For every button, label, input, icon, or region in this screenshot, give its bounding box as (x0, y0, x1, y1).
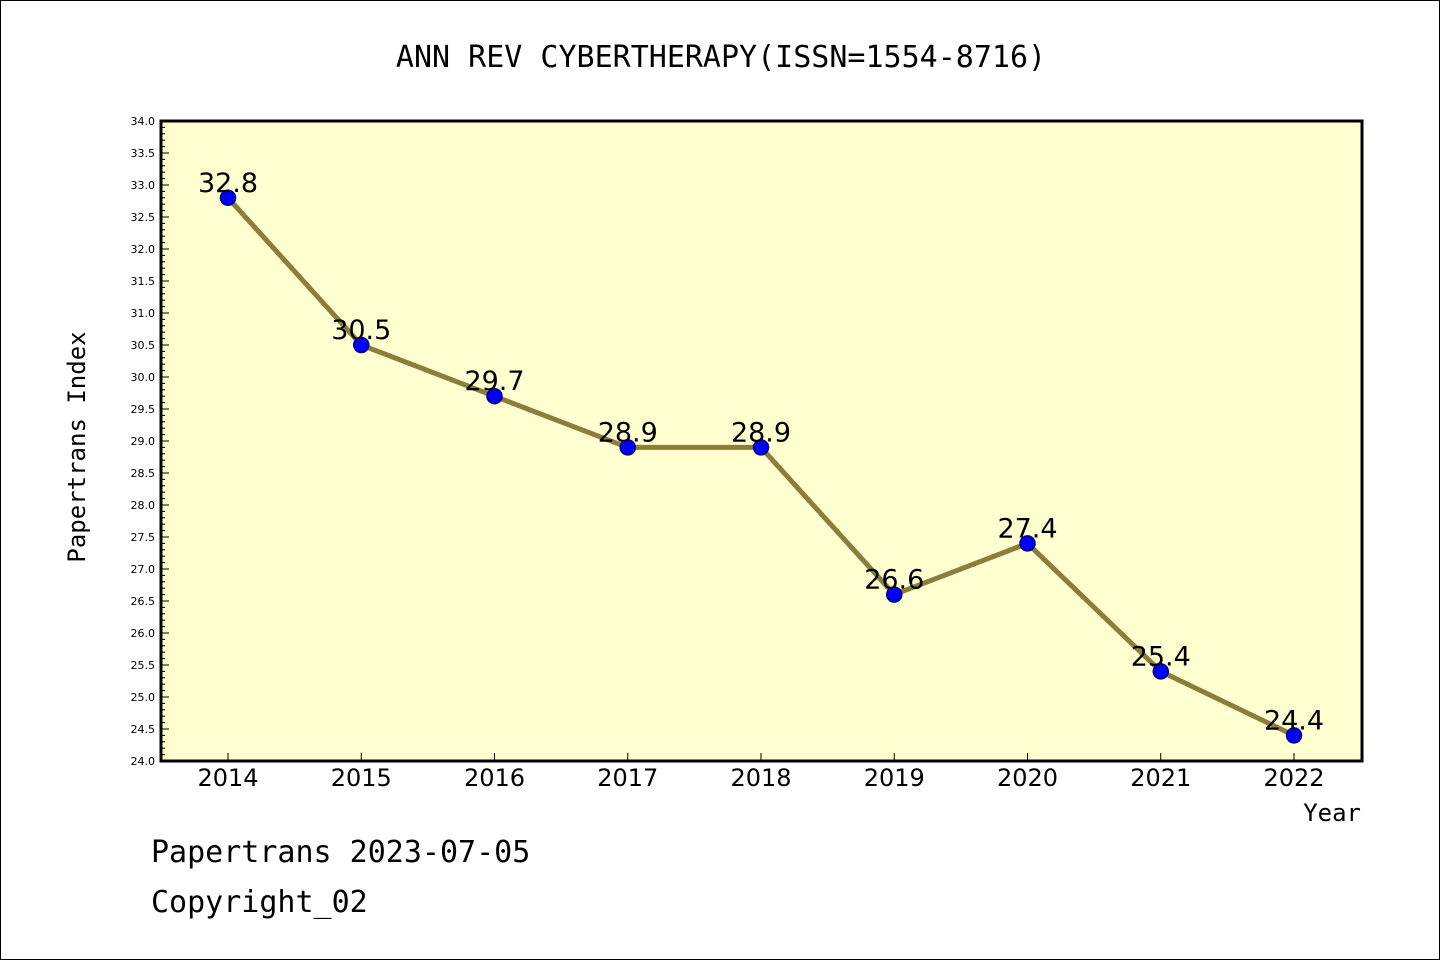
x-tick-label: 2019 (864, 764, 925, 792)
data-point (1285, 727, 1303, 744)
footer-date: Papertrans 2023-07-05 (151, 835, 531, 870)
x-tick-label: 2017 (597, 764, 658, 792)
x-tick-label: 2015 (331, 764, 392, 792)
x-axis: 2014 2015 2016 2017 2018 2019 2020 2021 2022 (197, 753, 1325, 792)
y-tick-label: 26.5 (131, 595, 156, 608)
data-label: 26.6 (864, 565, 924, 596)
data-point (353, 336, 370, 354)
footer-copyright: Copyright_02 (151, 885, 368, 920)
data-label: 25.4 (1131, 641, 1191, 672)
data-label: 32.8 (198, 168, 258, 199)
x-axis-label: Year (1303, 799, 1361, 827)
y-tick-label: 33.5 (131, 147, 156, 160)
data-point (486, 387, 503, 405)
data-point (1019, 535, 1036, 552)
data-label: 28.9 (731, 417, 791, 448)
y-tick-label: 25.5 (131, 659, 156, 672)
y-tick-label: 31.0 (131, 307, 156, 320)
y-tick-label: 32.0 (131, 243, 156, 256)
series-group: 32.8 30.5 29.7 28.9 28.9 26.6 27.4 25.4 24.4 (198, 168, 1324, 744)
data-point (619, 439, 636, 456)
data-point (752, 439, 770, 456)
y-tick-label: 32.5 (131, 211, 156, 224)
y-tick-label: 25.0 (131, 691, 156, 704)
data-point (886, 586, 903, 603)
y-tick-label: 28.0 (131, 499, 156, 512)
y-axis: 24.0 24.5 25.0 25.5 26.0 26.5 27.0 27.5 28.0 28.5… (131, 115, 169, 768)
data-label: 29.7 (464, 366, 524, 397)
data-label: 28.9 (598, 417, 658, 448)
x-tick-label: 2020 (997, 764, 1058, 792)
data-point (219, 189, 237, 207)
y-tick-label: 26.0 (131, 627, 156, 640)
x-tick-label: 2022 (1263, 764, 1324, 792)
y-tick-label: 27.0 (131, 563, 156, 576)
chart-title: ANN REV CYBERTHERAPY(ISSN=1554-8716) (396, 40, 1046, 75)
y-tick-label: 24.0 (131, 755, 156, 768)
y-tick-label: 29.5 (131, 403, 156, 416)
y-tick-label: 30.5 (131, 339, 156, 352)
y-axis-label: Papertrans Index (63, 331, 91, 562)
y-tick-label: 27.5 (131, 531, 156, 544)
y-tick-label: 28.5 (131, 467, 156, 480)
x-tick-label: 2014 (197, 764, 258, 792)
y-tick-label: 29.0 (131, 435, 156, 448)
plot-border (159, 119, 1364, 763)
x-tick-label: 2016 (464, 764, 525, 792)
data-label: 24.4 (1264, 705, 1324, 736)
y-tick-label: 30.0 (131, 371, 156, 384)
y-tick-label: 34.0 (131, 115, 156, 128)
x-tick-label: 2021 (1130, 764, 1191, 792)
data-label: 27.4 (997, 513, 1057, 544)
y-tick-label: 33.0 (131, 179, 156, 192)
y-tick-label: 31.5 (131, 275, 156, 288)
data-point (1152, 663, 1169, 680)
data-label: 30.5 (331, 315, 391, 346)
x-tick-label: 2018 (730, 764, 791, 792)
y-tick-label: 24.5 (131, 723, 156, 736)
